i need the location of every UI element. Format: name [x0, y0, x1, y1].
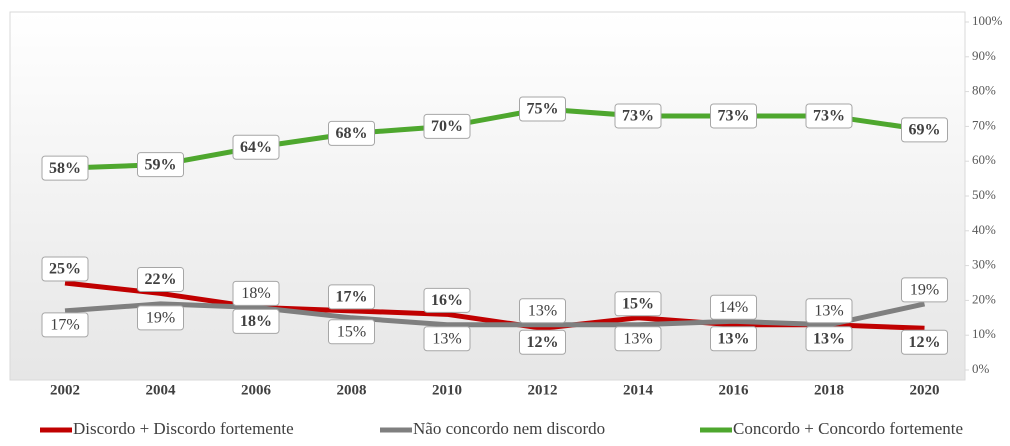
y-tick-label: 50%	[972, 187, 996, 202]
x-tick-label: 2004	[146, 382, 177, 398]
data-label-box	[710, 294, 757, 320]
data-label: 19%	[146, 310, 175, 327]
y-tick-label: 10%	[972, 326, 996, 341]
data-label: 73%	[813, 108, 845, 125]
data-label: 73%	[718, 108, 750, 125]
data-label-box	[710, 103, 757, 129]
data-label: 13%	[432, 330, 461, 347]
data-label-box	[232, 308, 280, 334]
series-line	[64, 301, 926, 328]
data-label-box	[137, 305, 184, 331]
y-tick-label: 30%	[972, 257, 996, 272]
data-label: 13%	[718, 330, 750, 347]
x-tick-label: 2014	[623, 382, 654, 398]
data-label: 12%	[527, 334, 559, 351]
data-label-box	[328, 120, 375, 146]
data-label-box	[614, 291, 662, 317]
data-label: 73%	[622, 108, 654, 125]
y-tick-label: 40%	[972, 222, 996, 237]
data-label: 13%	[528, 302, 557, 319]
y-tick-label: 60%	[972, 152, 996, 167]
data-label-box	[710, 326, 757, 352]
y-tick-label: 70%	[972, 117, 996, 132]
data-label: 59%	[145, 156, 177, 173]
data-label-box	[137, 266, 184, 292]
data-label-box	[232, 280, 280, 306]
data-label-box	[614, 326, 662, 352]
data-label: 18%	[241, 285, 270, 302]
x-tick-label: 2008	[337, 382, 367, 398]
data-label: 64%	[240, 139, 272, 156]
data-label-box	[805, 298, 853, 324]
data-label: 22%	[145, 271, 177, 288]
y-tick-label: 100%	[972, 13, 1003, 28]
data-label-box	[901, 117, 948, 143]
data-label-box	[423, 113, 471, 139]
data-label-box	[41, 256, 89, 282]
data-label: 69%	[909, 122, 941, 139]
data-label-box	[423, 326, 471, 352]
x-tick-label: 2010	[432, 382, 462, 398]
x-tick-label: 2006	[241, 382, 272, 398]
data-label-box	[901, 329, 948, 355]
data-label: 16%	[431, 292, 463, 309]
series-line	[64, 106, 925, 171]
y-tick-label: 0%	[972, 361, 990, 376]
data-label: 13%	[623, 330, 652, 347]
x-tick-label: 2020	[910, 382, 940, 398]
x-tick-label: 2012	[528, 382, 558, 398]
data-label-box	[614, 103, 662, 129]
data-label: 17%	[336, 289, 368, 306]
data-label: 18%	[240, 313, 272, 330]
legend-label: Concordo + Concordo fortemente	[733, 419, 963, 438]
data-label-box	[328, 284, 375, 310]
data-label-box	[519, 329, 566, 355]
data-label-box	[328, 319, 375, 345]
data-label: 19%	[910, 282, 939, 299]
data-label: 15%	[337, 323, 366, 340]
data-label-box	[232, 134, 280, 160]
data-label-box	[41, 155, 89, 181]
data-label-box	[519, 96, 566, 122]
legend-label: Discordo + Discordo fortemente	[73, 419, 294, 438]
data-label: 13%	[814, 302, 843, 319]
data-label-box	[423, 287, 471, 313]
data-label: 70%	[431, 118, 463, 135]
data-label: 58%	[49, 160, 81, 177]
data-label-box	[805, 103, 853, 129]
x-tick-label: 2016	[719, 382, 750, 398]
data-label-box	[137, 152, 184, 178]
data-label: 15%	[622, 295, 654, 312]
legend-label: Não concordo nem discordo	[413, 419, 605, 438]
y-tick-label: 90%	[972, 48, 996, 63]
data-label: 68%	[336, 125, 368, 142]
data-label: 14%	[719, 299, 748, 316]
data-label-box	[805, 326, 853, 352]
data-label-box	[901, 277, 948, 303]
data-label: 75%	[527, 101, 559, 118]
data-label-box	[519, 298, 566, 324]
y-tick-label: 80%	[972, 83, 996, 98]
x-tick-label: 2002	[50, 382, 80, 398]
data-label: 12%	[909, 334, 941, 351]
y-tick-label: 20%	[972, 291, 996, 306]
data-label: 17%	[50, 317, 79, 334]
data-label: 13%	[813, 330, 845, 347]
data-label: 25%	[49, 261, 81, 278]
x-tick-label: 2018	[814, 382, 844, 398]
data-label-box	[41, 312, 89, 338]
